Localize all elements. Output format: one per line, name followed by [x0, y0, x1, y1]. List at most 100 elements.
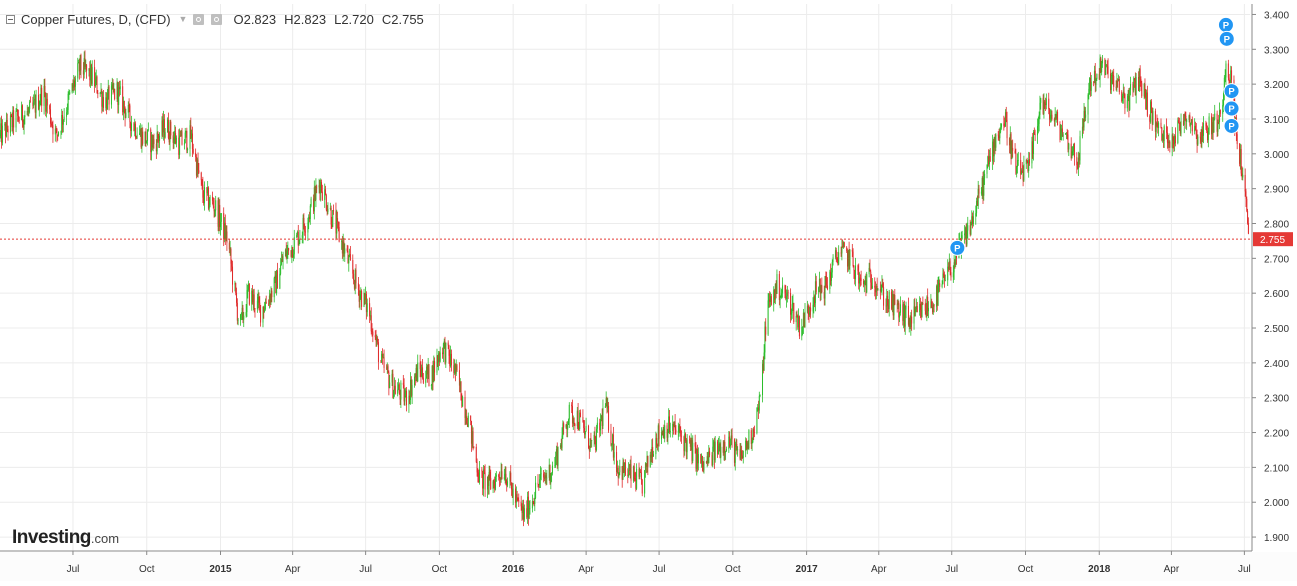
candle [680, 426, 682, 442]
marker-label: P [1228, 87, 1235, 98]
candle [1219, 102, 1221, 130]
candle [180, 129, 182, 137]
candle [746, 441, 748, 455]
candle [774, 283, 776, 305]
event-marker[interactable]: P [1223, 83, 1240, 100]
event-marker[interactable]: P [949, 239, 966, 256]
chevron-down-icon[interactable]: ▼ [178, 14, 188, 24]
candle [369, 310, 371, 321]
candle [758, 391, 760, 414]
candle [851, 243, 853, 258]
candle [905, 301, 907, 319]
candle [907, 297, 909, 327]
candle [1005, 106, 1007, 123]
x-tick-label: Jul [653, 564, 666, 575]
event-marker[interactable]: P [1217, 16, 1234, 33]
event-marker[interactable]: P [1223, 117, 1240, 134]
candle [729, 431, 731, 448]
candle [606, 396, 608, 414]
candle [1111, 69, 1113, 85]
candle [516, 490, 518, 502]
candle [730, 429, 732, 446]
candle [353, 269, 355, 285]
candle [377, 338, 379, 370]
candle [1242, 167, 1244, 181]
candle [574, 422, 576, 434]
candle [1195, 123, 1197, 140]
candle [668, 408, 670, 434]
candle [128, 98, 130, 113]
candle [17, 109, 19, 122]
candle [939, 279, 941, 292]
candle [694, 434, 696, 454]
candle [899, 311, 901, 323]
candle [1205, 120, 1207, 130]
candle [728, 431, 730, 453]
candle [807, 303, 809, 320]
candle [646, 451, 648, 473]
candle [333, 204, 335, 215]
candle [69, 90, 71, 95]
candle [711, 452, 713, 467]
candle [535, 475, 537, 500]
candle [313, 180, 315, 220]
candle [588, 445, 590, 459]
symbol-title[interactable]: Copper Futures, D, (CFD) [21, 11, 171, 27]
candle [551, 461, 553, 476]
candle [389, 374, 391, 389]
candle [447, 340, 449, 350]
candle [1044, 99, 1046, 110]
candle [44, 78, 46, 98]
candle [1149, 114, 1151, 130]
candle [105, 92, 107, 111]
candle [21, 101, 23, 121]
candle [1150, 99, 1152, 114]
candle [358, 284, 360, 308]
candle [628, 463, 630, 476]
candle [1135, 73, 1137, 104]
candle [167, 112, 169, 140]
candle [434, 357, 436, 381]
settings-icon[interactable] [193, 13, 205, 25]
candle [619, 459, 621, 476]
event-marker[interactable]: P [1218, 30, 1235, 47]
candle [585, 417, 587, 432]
candle [299, 229, 301, 245]
candle [490, 469, 492, 491]
candle [258, 292, 260, 311]
candle [147, 129, 149, 146]
candle [578, 421, 580, 430]
candle [5, 112, 7, 138]
candle [550, 472, 552, 490]
candle [522, 499, 524, 520]
candle [212, 197, 214, 209]
candle [1217, 119, 1219, 137]
candle [689, 437, 691, 452]
candle [685, 432, 687, 443]
close-icon[interactable] [211, 13, 223, 25]
event-marker[interactable]: P [1223, 100, 1240, 117]
candle [296, 232, 298, 238]
candle [1033, 127, 1035, 135]
candle [489, 465, 491, 481]
candle [112, 79, 114, 95]
candle [635, 471, 637, 492]
candle [498, 473, 500, 481]
candle [885, 298, 887, 314]
candle [45, 92, 47, 117]
candle [1196, 129, 1198, 153]
candle [936, 279, 938, 311]
candle [527, 491, 529, 524]
candle [1178, 117, 1180, 131]
candle [806, 300, 808, 314]
candle [478, 469, 480, 483]
candle [741, 450, 743, 460]
candle [167, 117, 169, 133]
collapse-icon[interactable] [6, 14, 15, 24]
candle [35, 89, 37, 119]
candle [1224, 69, 1226, 83]
candle [765, 318, 767, 342]
